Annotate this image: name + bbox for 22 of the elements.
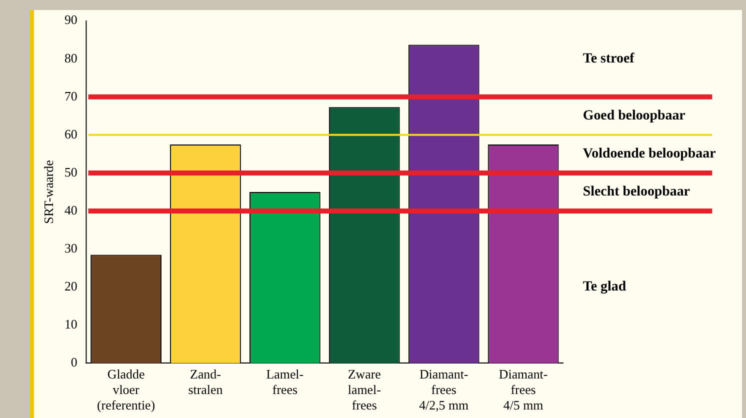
x-tick-label: Gladde vloer (referentie)	[96, 366, 156, 413]
text: Te stroef	[582, 51, 635, 66]
x-tick-label: Zand- stralen	[188, 366, 224, 398]
y-axis-title: SRT-waarde	[41, 160, 56, 224]
x-tick-label: Diamant- frees 4/2,5 mm	[419, 366, 469, 413]
text: Voldoende beloopbaar	[582, 146, 716, 162]
y-tick-label: 40	[64, 202, 78, 218]
x-tick-label: Lamel- frees	[266, 366, 304, 398]
y-tick-label: 0	[70, 354, 78, 370]
y-tick-label: 80	[64, 50, 78, 66]
y-tick-label: 20	[64, 278, 78, 294]
x-tick-label: Diamant- frees 4/5 mm	[498, 366, 548, 413]
y-tick-label: 30	[64, 240, 78, 256]
text: Slecht beloopbaar	[582, 184, 690, 200]
y-tick-label: 10	[64, 316, 78, 332]
y-tick-label: 50	[64, 164, 78, 180]
y-tick-label: 90	[64, 12, 78, 28]
y-tick-label: 70	[64, 88, 78, 104]
text: Goed beloopbaar	[582, 108, 686, 124]
x-tick-label: Zware lamel- frees	[348, 366, 382, 413]
text: Te glad	[582, 280, 626, 295]
y-tick-label: 60	[64, 126, 78, 142]
